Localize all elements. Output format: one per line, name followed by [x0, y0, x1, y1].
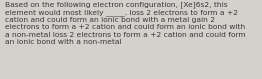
Text: Based on the following electron configuration, [Xe]6s2, this
element would most : Based on the following electron configur…: [5, 1, 245, 45]
